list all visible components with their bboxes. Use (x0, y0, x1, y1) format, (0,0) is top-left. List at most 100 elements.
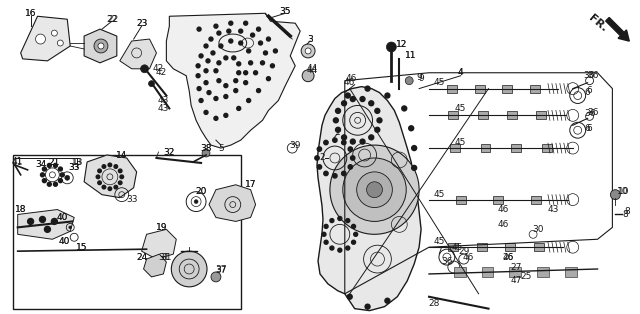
Circle shape (40, 173, 44, 177)
Circle shape (197, 27, 201, 31)
Text: 31: 31 (161, 252, 172, 262)
Circle shape (224, 56, 228, 60)
Circle shape (42, 179, 46, 183)
Circle shape (409, 126, 413, 131)
Circle shape (197, 87, 201, 91)
Text: 3: 3 (307, 35, 313, 44)
Circle shape (346, 246, 349, 250)
Circle shape (98, 43, 104, 49)
Circle shape (58, 40, 63, 46)
Circle shape (387, 42, 396, 52)
Text: 36: 36 (587, 108, 598, 117)
Circle shape (375, 127, 380, 132)
Circle shape (102, 185, 106, 189)
Text: 14: 14 (116, 150, 127, 160)
Circle shape (224, 84, 228, 88)
Bar (449, 111, 458, 119)
Circle shape (217, 31, 221, 35)
Circle shape (333, 118, 339, 123)
Circle shape (351, 225, 356, 228)
Text: 21: 21 (49, 159, 60, 167)
Text: 1: 1 (335, 128, 340, 137)
Text: 31: 31 (159, 252, 170, 262)
Circle shape (68, 226, 72, 229)
Circle shape (350, 97, 355, 101)
Circle shape (214, 116, 218, 120)
Circle shape (232, 56, 236, 60)
Text: 30: 30 (532, 225, 544, 234)
Bar (542, 144, 552, 152)
Text: 41: 41 (12, 159, 24, 167)
Text: 43: 43 (157, 96, 169, 105)
Text: FR.: FR. (586, 13, 609, 34)
Polygon shape (141, 229, 176, 259)
Circle shape (375, 108, 380, 113)
Circle shape (51, 219, 58, 225)
Text: 4: 4 (458, 68, 463, 77)
Circle shape (317, 165, 321, 169)
Circle shape (402, 106, 407, 111)
Circle shape (327, 137, 337, 147)
Text: 39: 39 (289, 141, 301, 149)
Circle shape (40, 216, 45, 222)
Circle shape (98, 169, 101, 173)
Text: 45: 45 (433, 237, 445, 246)
Text: 42: 42 (156, 68, 167, 77)
Circle shape (206, 59, 210, 63)
Text: 45: 45 (433, 78, 445, 87)
Text: 46: 46 (502, 252, 514, 262)
Text: 24: 24 (136, 252, 147, 262)
Text: 46: 46 (344, 78, 355, 87)
Text: 40: 40 (56, 213, 68, 222)
Bar (478, 111, 488, 119)
Circle shape (412, 165, 417, 171)
Circle shape (360, 139, 365, 144)
Circle shape (266, 37, 271, 41)
Polygon shape (317, 87, 421, 311)
Bar (509, 267, 521, 277)
Text: 24: 24 (136, 252, 147, 262)
Bar (530, 85, 540, 93)
Text: 15: 15 (76, 243, 88, 252)
Text: 43: 43 (157, 104, 169, 113)
Circle shape (348, 294, 352, 299)
Circle shape (315, 156, 319, 160)
Circle shape (214, 69, 218, 73)
Circle shape (28, 219, 33, 225)
Circle shape (58, 167, 62, 171)
Circle shape (54, 182, 58, 186)
Circle shape (259, 41, 262, 45)
Bar (493, 196, 504, 203)
Text: 43: 43 (547, 205, 559, 214)
Text: 15: 15 (76, 243, 88, 252)
Circle shape (367, 182, 383, 198)
Text: 41: 41 (12, 157, 24, 166)
Text: 36: 36 (583, 71, 595, 80)
Circle shape (317, 147, 321, 151)
Bar (511, 144, 521, 152)
Circle shape (148, 81, 154, 87)
Circle shape (342, 101, 346, 106)
Circle shape (51, 30, 58, 36)
Bar (13, 155, 241, 309)
Text: 22: 22 (106, 15, 118, 24)
Text: 42: 42 (153, 64, 164, 73)
Circle shape (227, 29, 231, 33)
Circle shape (322, 232, 326, 236)
Bar (447, 85, 457, 93)
Circle shape (217, 79, 221, 83)
Circle shape (377, 118, 382, 123)
Circle shape (260, 61, 264, 65)
Text: 12: 12 (396, 41, 407, 50)
Text: 44: 44 (307, 64, 317, 73)
Circle shape (354, 232, 358, 236)
Circle shape (266, 77, 271, 81)
Text: 26: 26 (502, 252, 514, 262)
Circle shape (412, 146, 417, 150)
Circle shape (58, 179, 62, 183)
Bar (481, 267, 493, 277)
Text: 36: 36 (441, 257, 452, 266)
Circle shape (273, 49, 277, 53)
Circle shape (324, 240, 328, 244)
Circle shape (246, 99, 251, 102)
